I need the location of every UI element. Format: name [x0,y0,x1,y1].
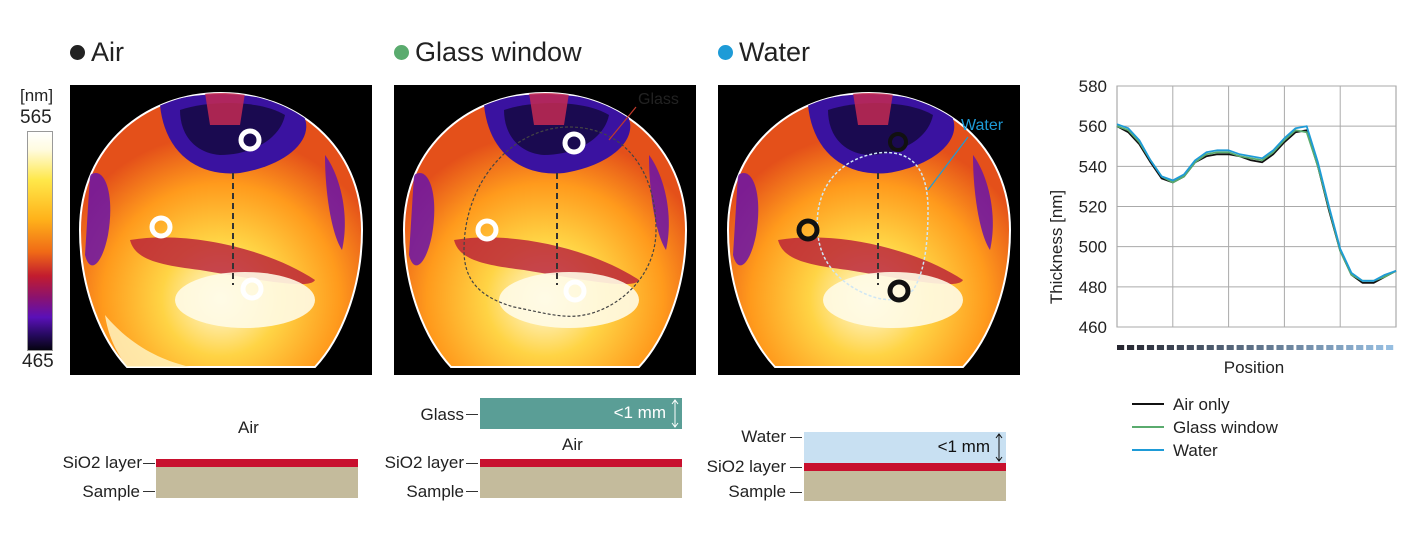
position-bar-segment [1336,345,1344,350]
position-bar-segment [1346,345,1354,350]
position-bar-segment [1246,345,1254,350]
schematic-water-sio2-layer [804,463,1006,471]
schematic-glass-tick [466,414,478,415]
position-bar-segment [1186,345,1194,350]
legend-label: Glass window [1173,418,1279,437]
colorbar-max: 565 [20,107,52,128]
chart-y-label: Thickness [nm] [1047,190,1066,304]
legend-label: Air only [1173,395,1230,414]
schematic-water-sample-tick [790,492,802,493]
schematic-air-sample-label: Sample [82,482,140,501]
position-bar-segment [1356,345,1364,350]
position-bar-segment [1206,345,1214,350]
water-gap-arrow-icon [995,433,1003,462]
position-gradient-bar [1117,345,1394,350]
position-bar-segment [1296,345,1304,350]
position-bar-segment [1236,345,1244,350]
series-line-water [1116,123,1397,282]
schematic-air-sample-tick [143,491,155,492]
chart-x-label: Position [1224,358,1284,377]
series-line-air-only [1116,125,1397,284]
chart-series [1116,123,1397,284]
position-bar-segment [1176,345,1184,350]
position-bar-segment [1196,345,1204,350]
schematic-water-sample [804,471,1006,501]
air-dot-icon [70,45,85,60]
schematic-glass-sio2-tick [466,463,478,464]
position-bar-segment [1156,345,1165,350]
glass-gap-arrow-icon [671,399,679,428]
schematic-water-sample-label: Sample [728,482,786,501]
position-bar-segment [1306,345,1314,350]
position-bar-segment [1146,345,1155,350]
position-bar-segment [1166,345,1174,350]
y-tick-label: 560 [1079,117,1107,136]
thickness-map-air [70,85,372,375]
position-bar-segment [1266,345,1274,350]
schematic-water-sio2-label: SiO2 layer [706,457,786,476]
chart-y-ticks: 460 480 500 520 540 560 580 [1079,77,1107,337]
thickness-map-water: Water [718,85,1020,375]
glass-dot-icon [394,45,409,60]
position-bar-segment [1226,345,1234,350]
schematic-glass-sio2-layer [480,459,682,467]
schematic-air-medium: Air [238,418,259,437]
position-bar-segment [1117,345,1125,350]
schematic-glass-window: <1 mm [480,398,682,429]
schematic-water-layer: <1 mm [804,432,1006,463]
y-tick-label: 580 [1079,77,1107,96]
position-bar-segment [1216,345,1224,350]
y-tick-label: 540 [1079,157,1107,176]
water-overlay-label: Water [961,117,1004,134]
position-bar-segment [1136,345,1145,350]
position-bar-segment [1326,345,1334,350]
panel-title-glass: Glass window [394,37,582,68]
schematic-glass-sample [480,467,682,498]
y-tick-label: 460 [1079,318,1107,337]
schematic-glass-sample-label: Sample [406,482,464,501]
schematic-air-sio2-tick [143,463,155,464]
schematic-water-tick [790,437,802,438]
schematic-water-gap: <1 mm [937,437,990,456]
y-tick-label: 500 [1079,238,1107,257]
position-bar-segment [1376,345,1384,350]
legend-label: Water [1173,441,1218,460]
chart-legend: Air only Glass window Water [1132,395,1279,460]
schematic-water-sio2-tick [790,467,802,468]
colorbar-unit: [nm] [20,86,54,105]
colorbar-min: 465 [22,351,54,372]
schematic-air-sample [156,467,358,498]
position-bar-segment [1276,345,1284,350]
y-tick-label: 480 [1079,278,1107,297]
schematic-glass-sio2-label: SiO2 layer [384,453,464,472]
position-bar-segment [1286,345,1294,350]
position-bar-segment [1366,345,1374,350]
chart-grid [1116,85,1397,328]
series-line-glass-window [1116,125,1397,282]
schematic-glass-medium: Air [562,435,583,454]
position-bar-segment [1316,345,1324,350]
panel-title-air: Air [70,37,124,68]
position-bar-segment [1256,345,1264,350]
glass-overlay-label: Glass [638,91,679,108]
schematic-air-sio2-layer [156,459,358,467]
schematic-water-label: Water [741,427,786,446]
colorbar [27,131,53,351]
schematic-glass-sample-tick [466,491,478,492]
water-dot-icon [718,45,733,60]
thickness-map-glass: Glass [394,85,696,375]
position-bar-segment [1386,345,1394,350]
thickness-line-chart: 460 480 500 520 540 560 580 Thickness [nm] Pos… [1047,77,1397,460]
position-bar-segment [1126,345,1135,350]
y-tick-label: 520 [1079,198,1107,217]
schematic-air-sio2-label: SiO2 layer [62,453,142,472]
schematic-glass-gap: <1 mm [613,403,666,422]
panel-title-water: Water [718,37,810,68]
schematic-glass-label: Glass [420,405,464,424]
